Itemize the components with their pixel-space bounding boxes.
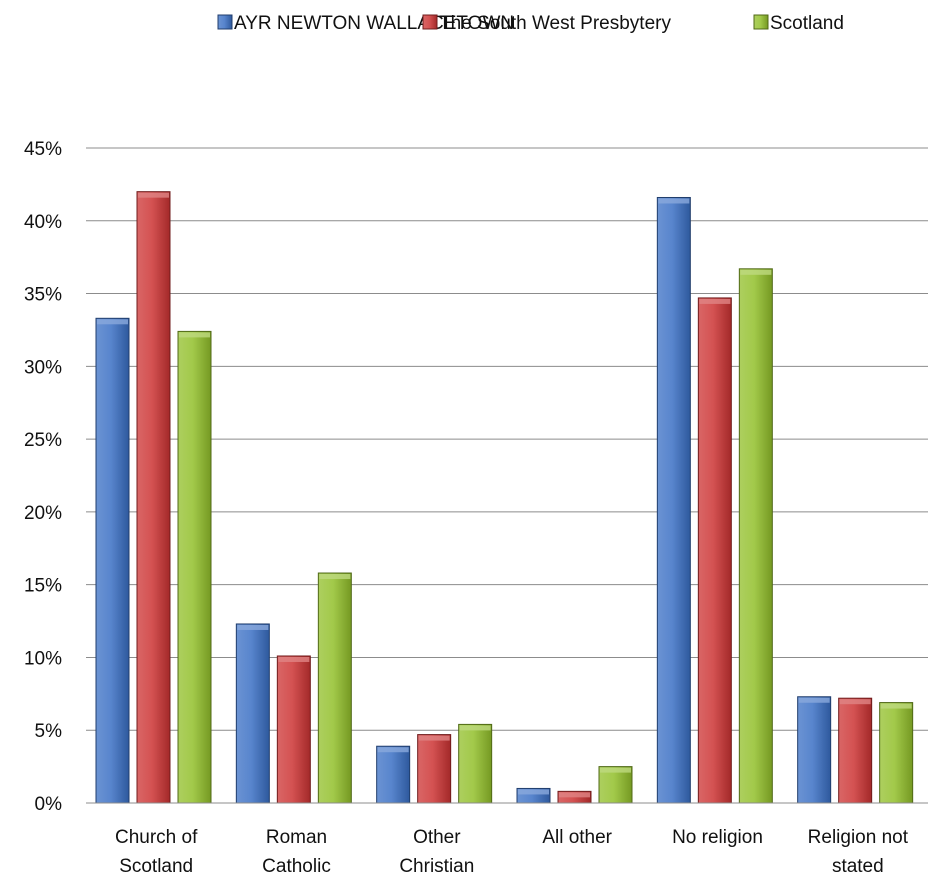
bar-scotland-religion-not-stated (879, 702, 914, 804)
bar-the-south-west-presbytery-other-christian (417, 734, 452, 804)
y-axis: 0% 5% 10% 15% 20% 25% 30% 35% 40% 45% (24, 139, 62, 815)
bar-top-scotland-church-of-scotland (179, 332, 210, 338)
bar-top-scotland-all-other (600, 767, 631, 773)
bar-top-the-south-west-presbytery-roman-catholic (278, 656, 310, 662)
bar-top-the-south-west-presbytery-church-of-scotland (138, 192, 169, 198)
category-label-church-of-scotland-1: Scotland (119, 856, 193, 877)
bar-top-scotland-no-religion (740, 269, 772, 275)
bar-scotland-all-other (598, 766, 633, 804)
bar-top-the-south-west-presbytery-no-religion (699, 298, 731, 304)
bars (95, 191, 914, 804)
y-tick-label-30: 30% (24, 357, 62, 378)
bar-top-ayr-newton-wallacetown-no-religion (658, 198, 690, 204)
bar-top-the-south-west-presbytery-other-christian (418, 735, 450, 741)
legend-swatch-ayr-newton-wallacetown (217, 14, 233, 30)
bar-top-ayr-newton-wallacetown-church-of-scotland (97, 319, 128, 325)
bar-top-scotland-roman-catholic (319, 574, 351, 580)
bar-the-south-west-presbytery-roman-catholic (276, 655, 311, 804)
legend-swatch-scotland (753, 14, 769, 30)
category-label-other-christian-0: Other (413, 827, 461, 848)
y-tick-label-40: 40% (24, 212, 62, 233)
y-tick-label-5: 5% (35, 721, 63, 742)
y-tick-label-25: 25% (24, 430, 62, 451)
y-tick-label-10: 10% (24, 648, 62, 669)
bar-top-ayr-newton-wallacetown-roman-catholic (237, 624, 269, 630)
bar-scotland-other-christian (458, 723, 493, 804)
bar-scotland-roman-catholic (317, 572, 352, 804)
category-label-religion-not-stated-0: Religion not (808, 827, 909, 848)
y-tick-label-20: 20% (24, 503, 62, 524)
legend-swatch-the-south-west-presbytery (422, 14, 438, 30)
category-label-roman-catholic-0: Roman (266, 827, 327, 848)
bar-scotland-church-of-scotland (177, 330, 212, 804)
y-tick-label-0: 0% (35, 794, 63, 815)
category-label-roman-catholic-1: Catholic (262, 856, 331, 877)
category-label-church-of-scotland-0: Church of (115, 827, 198, 848)
bar-ayr-newton-wallacetown-other-christian (376, 745, 411, 804)
bar-top-scotland-religion-not-stated (880, 703, 912, 709)
bar-scotland-no-religion (738, 268, 773, 804)
bar-ayr-newton-wallacetown-church-of-scotland (95, 317, 130, 804)
legend-label-scotland: Scotland (770, 13, 844, 34)
bar-top-the-south-west-presbytery-all-other (559, 792, 590, 798)
bar-top-ayr-newton-wallacetown-other-christian (377, 747, 409, 753)
bar-top-ayr-newton-wallacetown-religion-not-stated (798, 697, 830, 703)
bar-ayr-newton-wallacetown-roman-catholic (235, 623, 270, 804)
bar-the-south-west-presbytery-no-religion (697, 297, 732, 804)
category-label-religion-not-stated-1: stated (832, 856, 884, 877)
bar-the-south-west-presbytery-church-of-scotland (136, 191, 171, 804)
y-tick-label-45: 45% (24, 139, 62, 160)
bar-the-south-west-presbytery-religion-not-stated (838, 697, 873, 804)
category-label-other-christian-1: Christian (399, 856, 474, 877)
bar-top-ayr-newton-wallacetown-all-other (518, 789, 549, 795)
category-label-no-religion-0: No religion (672, 827, 763, 848)
x-axis: Church of Scotland Roman Catholic Other Chris… (86, 802, 928, 877)
legend-label-ayr-newton-wallacetown: AYR NEWTON WALLACETOWN (234, 13, 514, 34)
bar-ayr-newton-wallacetown-religion-not-stated (797, 696, 832, 804)
bar-top-scotland-other-christian (459, 725, 491, 731)
y-tick-label-35: 35% (24, 285, 62, 306)
y-tick-label-15: 15% (24, 576, 62, 597)
legend-label-the-south-west-presbytery: The South West Presbytery (439, 13, 671, 34)
category-label-all-other-0: All other (542, 827, 612, 848)
bar-ayr-newton-wallacetown-no-religion (656, 196, 691, 804)
bar-top-the-south-west-presbytery-religion-not-stated (839, 699, 871, 705)
